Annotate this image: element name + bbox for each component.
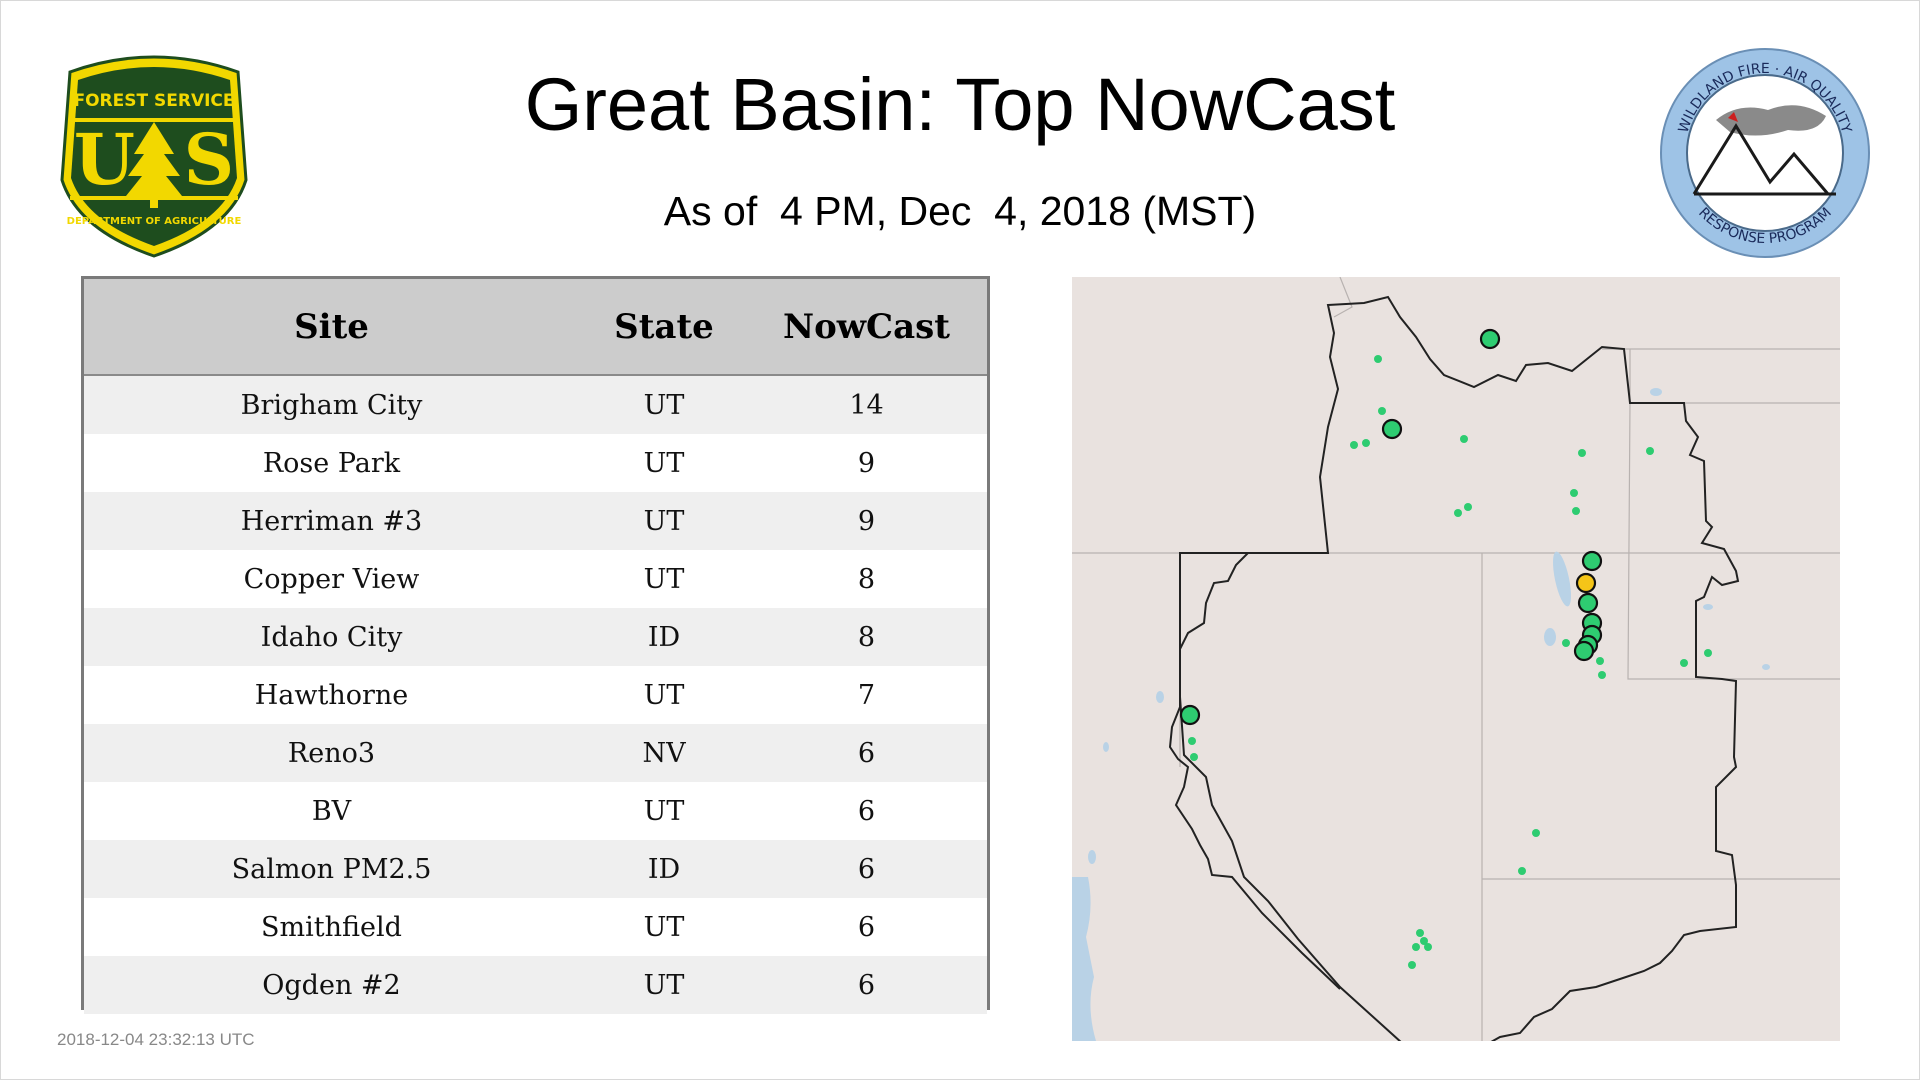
- cell-state: UT: [643, 969, 685, 1001]
- cell-site: BV: [311, 795, 352, 827]
- cell-site: Rose Park: [262, 447, 401, 479]
- cell-site: Smithfield: [261, 911, 402, 943]
- table-row: Rose Park UT 9: [84, 434, 987, 492]
- table-row: Herriman #3 UT 9: [84, 492, 987, 550]
- cell-state: UT: [643, 795, 685, 827]
- table-row: BV UT 6: [84, 782, 987, 840]
- large-monitor-markers: [1179, 328, 1603, 726]
- region-outline: [1179, 295, 1740, 1041]
- fs-top-text: FOREST SERVICE: [73, 91, 234, 111]
- cell-site: Herriman #3: [240, 505, 423, 537]
- table-row: Brigham City UT 14: [84, 376, 987, 434]
- cell-state: UT: [643, 563, 685, 595]
- cell-nowcast: 6: [857, 737, 876, 769]
- cell-state: ID: [647, 621, 681, 653]
- cell-nowcast: 6: [857, 911, 876, 943]
- cell-site: Copper View: [243, 563, 420, 595]
- cell-nowcast: 8: [857, 563, 876, 595]
- cell-nowcast: 9: [857, 447, 876, 479]
- cell-state: NV: [642, 737, 686, 769]
- cell-site: Reno3: [287, 737, 376, 769]
- map-land: [1072, 277, 1840, 1041]
- monitor-map[interactable]: [1072, 277, 1840, 1041]
- map-canvas: [1072, 277, 1840, 1041]
- cell-nowcast: 14: [849, 389, 884, 421]
- table-header: Site State NowCast: [84, 279, 987, 376]
- wildland-fire-logo: WILDLAND FIRE · AIR QUALITY RESPONSE PRO…: [1660, 48, 1870, 258]
- table-row: Reno3 NV 6: [84, 724, 987, 782]
- cell-state: UT: [643, 679, 685, 711]
- pine-tree-icon: [126, 122, 182, 208]
- header-nowcast: NowCast: [783, 306, 950, 347]
- page-title: Great Basin: Top NowCast: [524, 63, 1396, 146]
- table-body: Brigham City UT 14 Rose Park UT 9 Herriman #…: [84, 376, 987, 1014]
- nowcast-table: Site State NowCast Brigham City UT 14 Rose…: [81, 276, 990, 1014]
- cell-site: Hawthorne: [254, 679, 409, 711]
- cell-state: UT: [643, 911, 685, 943]
- mountains-smoke-icon: [1692, 105, 1836, 196]
- table-row: Ogden #2 UT 6: [84, 956, 987, 1014]
- map-ocean: [1072, 877, 1096, 1041]
- fs-bottom-text: DEPARTMENT OF AGRICULTURE: [67, 216, 242, 227]
- table-row: Hawthorne UT 7: [84, 666, 987, 724]
- table-row: Salmon PM2.5 ID 6: [84, 840, 987, 898]
- cell-nowcast: 6: [857, 795, 876, 827]
- header-state: State: [614, 306, 714, 347]
- lakes: [1088, 388, 1770, 864]
- table-row: Idaho City ID 8: [84, 608, 987, 666]
- cell-nowcast: 7: [857, 679, 876, 711]
- cell-nowcast: 6: [857, 853, 876, 885]
- forest-service-logo: FOREST SERVICE U S DEPARTMENT OF AGRICUL…: [60, 55, 248, 258]
- cell-nowcast: 9: [857, 505, 876, 537]
- cell-nowcast: 6: [857, 969, 876, 1001]
- header-site: Site: [294, 306, 369, 347]
- cell-state: UT: [643, 505, 685, 537]
- nv-outline: [1168, 552, 1341, 990]
- cell-site: Idaho City: [260, 621, 403, 653]
- cell-nowcast: 8: [857, 621, 876, 653]
- cell-state: UT: [643, 389, 685, 421]
- page-subtitle: As of 4 PM, Dec 4, 2018 (MST): [663, 188, 1257, 234]
- cell-state: UT: [643, 447, 685, 479]
- table-row: Smithfield UT 6: [84, 898, 987, 956]
- small-monitor-dots: [1188, 355, 1712, 969]
- cell-site: Brigham City: [240, 389, 423, 421]
- cell-state: ID: [647, 853, 681, 885]
- cell-site: Ogden #2: [262, 969, 401, 1001]
- cell-site: Salmon PM2.5: [231, 853, 432, 885]
- table-row: Copper View UT 8: [84, 550, 987, 608]
- timestamp: 2018-12-04 23:32:13 UTC: [57, 1030, 255, 1049]
